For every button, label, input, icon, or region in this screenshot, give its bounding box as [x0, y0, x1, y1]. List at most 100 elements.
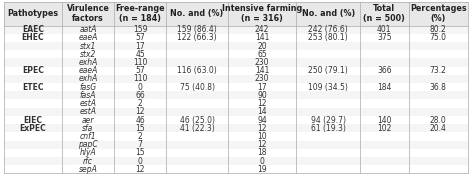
Text: EAEC: EAEC — [22, 25, 44, 34]
Text: 7: 7 — [137, 140, 143, 149]
Text: 230: 230 — [255, 74, 269, 83]
Text: 94: 94 — [257, 115, 267, 124]
Text: Percentages
(%): Percentages (%) — [410, 4, 466, 23]
Text: 184: 184 — [377, 83, 392, 92]
Text: Intensive farming
(n = 316): Intensive farming (n = 316) — [222, 4, 302, 23]
Bar — [4, 75, 468, 83]
Text: 2: 2 — [137, 99, 142, 108]
Text: 28.0: 28.0 — [430, 115, 447, 124]
Text: 19: 19 — [257, 165, 267, 174]
Text: 141: 141 — [255, 33, 269, 42]
Text: 41 (22.3): 41 (22.3) — [180, 124, 215, 133]
Text: 12: 12 — [257, 140, 267, 149]
Text: 401: 401 — [377, 25, 392, 34]
Bar — [4, 50, 468, 58]
Text: stx1: stx1 — [80, 42, 96, 51]
Text: 122 (66.3): 122 (66.3) — [177, 33, 217, 42]
Text: 366: 366 — [377, 66, 392, 75]
Text: 141: 141 — [255, 66, 269, 75]
Text: 109 (34.5): 109 (34.5) — [308, 83, 348, 92]
Bar — [4, 91, 468, 99]
Text: No. and (%): No. and (%) — [171, 9, 224, 18]
Text: 14: 14 — [257, 107, 267, 116]
Text: aer: aer — [82, 115, 94, 124]
Text: 110: 110 — [133, 74, 147, 83]
Text: 0: 0 — [137, 83, 143, 92]
Text: 94 (29.7): 94 (29.7) — [310, 115, 346, 124]
Text: 17: 17 — [135, 42, 145, 51]
Text: 65: 65 — [257, 50, 267, 59]
Text: 242 (76.6): 242 (76.6) — [308, 25, 348, 34]
Text: eaeA: eaeA — [78, 66, 98, 75]
Text: fasA: fasA — [80, 91, 96, 100]
Text: 75 (40.8): 75 (40.8) — [180, 83, 215, 92]
Text: No. and (%): No. and (%) — [301, 9, 355, 18]
Text: sfa: sfa — [82, 124, 93, 133]
Text: eaeA: eaeA — [78, 33, 98, 42]
Text: estA: estA — [80, 107, 97, 116]
Text: EIEC: EIEC — [24, 115, 43, 124]
Text: 110: 110 — [133, 58, 147, 67]
Text: EHEC: EHEC — [22, 33, 44, 42]
Text: 46 (25.0): 46 (25.0) — [180, 115, 215, 124]
Text: 61 (19.3): 61 (19.3) — [310, 124, 346, 133]
Text: 250 (79.1): 250 (79.1) — [308, 66, 348, 75]
Text: 18: 18 — [257, 148, 267, 157]
Bar — [4, 124, 468, 132]
Text: Total
(n = 500): Total (n = 500) — [364, 4, 405, 23]
Bar — [4, 149, 468, 157]
Text: aatA: aatA — [79, 25, 97, 34]
Text: 159: 159 — [133, 25, 147, 34]
Text: 10: 10 — [257, 132, 267, 141]
Text: 80.2: 80.2 — [430, 25, 447, 34]
Text: rfc: rfc — [83, 156, 93, 166]
Bar — [4, 140, 468, 149]
Bar — [4, 42, 468, 50]
Bar — [4, 26, 468, 34]
Text: 20.4: 20.4 — [430, 124, 447, 133]
Bar — [4, 157, 468, 165]
Text: stx2: stx2 — [80, 50, 96, 59]
Text: Free-range
(n = 184): Free-range (n = 184) — [115, 4, 165, 23]
Text: 57: 57 — [135, 66, 145, 75]
Text: 0: 0 — [260, 156, 264, 166]
Text: 15: 15 — [135, 124, 145, 133]
Text: 0: 0 — [137, 156, 143, 166]
Bar — [4, 108, 468, 116]
Text: 2: 2 — [137, 132, 142, 141]
Bar — [4, 83, 468, 91]
Text: Pathotypes: Pathotypes — [8, 9, 58, 18]
Text: sepA: sepA — [79, 165, 98, 174]
Text: 17: 17 — [257, 83, 267, 92]
Text: Virulence
factors: Virulence factors — [66, 4, 109, 23]
Text: cnf1: cnf1 — [80, 132, 96, 141]
Text: ETEC: ETEC — [22, 83, 44, 92]
Text: exhA: exhA — [78, 74, 98, 83]
Bar — [4, 132, 468, 140]
Text: 75.0: 75.0 — [429, 33, 447, 42]
Text: 12: 12 — [257, 124, 267, 133]
Text: 36.8: 36.8 — [430, 83, 447, 92]
Text: ExPEC: ExPEC — [19, 124, 46, 133]
Text: 102: 102 — [377, 124, 392, 133]
Text: 230: 230 — [255, 58, 269, 67]
Text: 253 (80.1): 253 (80.1) — [308, 33, 348, 42]
Text: estA: estA — [80, 99, 97, 108]
Text: exhA: exhA — [78, 58, 98, 67]
Bar — [4, 165, 468, 173]
Bar — [4, 99, 468, 108]
Text: 375: 375 — [377, 33, 392, 42]
Text: fasG: fasG — [80, 83, 97, 92]
Text: 116 (63.0): 116 (63.0) — [177, 66, 217, 75]
Text: 15: 15 — [135, 148, 145, 157]
Text: 140: 140 — [377, 115, 392, 124]
Text: 73.2: 73.2 — [430, 66, 447, 75]
Text: EPEC: EPEC — [22, 66, 44, 75]
Text: 12: 12 — [135, 165, 145, 174]
Text: 57: 57 — [135, 33, 145, 42]
Text: 90: 90 — [257, 91, 267, 100]
Bar — [4, 58, 468, 67]
Bar — [4, 2, 468, 26]
Bar — [4, 116, 468, 124]
Text: 242: 242 — [255, 25, 269, 34]
